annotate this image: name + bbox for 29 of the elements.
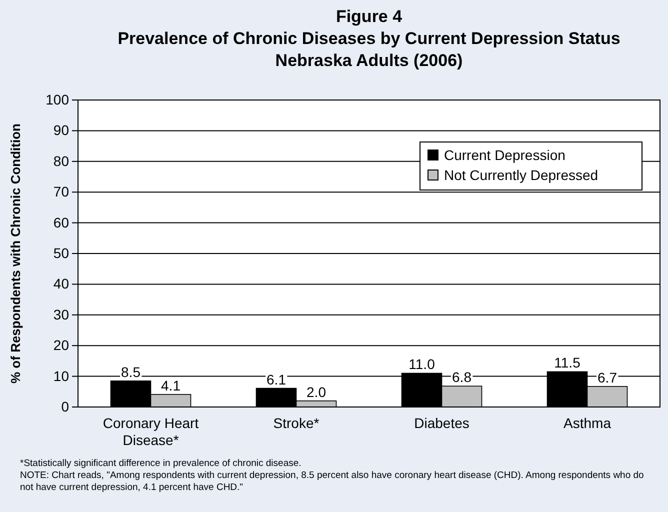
y-tick-label: 80 <box>53 152 70 169</box>
text: *Statistically significant difference in prevalence of chronic disease. <box>20 458 302 469</box>
data-label: 6.1 <box>266 371 286 388</box>
y-tick-label: 10 <box>53 368 70 384</box>
text: NOTE: Chart reads, "Among respondents with current depression, 8.5 percent also have coronary heart disease (CHD). Among respondents who do not have current depression, 4.1 percent have CHD." <box>20 470 644 493</box>
data-label: 2.0 <box>306 384 326 400</box>
y-axis-title: % of Respondents with Chronic Condition <box>8 123 23 384</box>
x-tick-label: Asthma <box>564 415 612 431</box>
y-tick-label: 60 <box>53 214 70 230</box>
x-tick-label: Stroke* <box>273 415 320 431</box>
chart-title: Figure 4 Prevalence of Chronic Diseases by Current Depression Status Nebraska Adults (2006) <box>118 7 620 70</box>
legend-label: Not Currently Depressed <box>444 167 598 183</box>
y-tick-label: 20 <box>53 337 70 354</box>
x-tick-label: Coronary Heart Disease* <box>102 415 199 448</box>
y-tick-label: 70 <box>53 184 70 200</box>
data-label: 6.7 <box>598 369 618 386</box>
data-label: 11.0 <box>408 356 436 372</box>
y-tick-label: 90 <box>53 122 70 138</box>
y-tick-label: 100 <box>46 91 70 108</box>
data-label: 4.1 <box>161 377 181 394</box>
y-tick-label: 50 <box>53 244 70 261</box>
legend-label: Current Depression <box>444 147 566 163</box>
data-label: 8.5 <box>121 364 141 380</box>
y-tick-label: 40 <box>53 276 70 292</box>
data-label: 6.8 <box>452 369 472 386</box>
y-tick-label: 30 <box>53 306 70 322</box>
x-tick-label: Diabetes <box>414 415 470 431</box>
y-tick-label: 0 <box>61 398 70 414</box>
data-label: 11.5 <box>554 354 581 371</box>
